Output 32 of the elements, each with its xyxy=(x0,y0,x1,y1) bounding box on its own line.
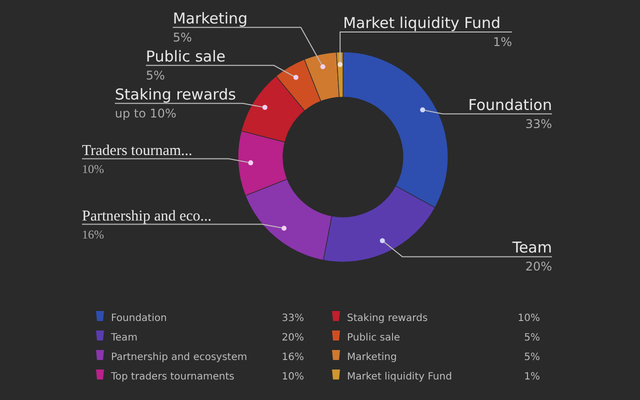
data-label: 33% xyxy=(525,116,552,131)
legend-label: Public sale xyxy=(347,332,400,344)
slice-label: Foundation xyxy=(468,96,552,114)
text: 16% xyxy=(282,352,304,363)
text: Traders tournam... xyxy=(82,142,192,159)
legend-label: Foundation xyxy=(111,313,167,324)
data-label: up to 10% xyxy=(114,106,176,120)
slice-label: Marketing xyxy=(172,9,248,28)
text: 33% xyxy=(282,313,304,324)
legend-label: Staking rewards xyxy=(347,313,428,324)
data-label: 5% xyxy=(146,68,165,82)
legend-label: Marketing xyxy=(347,352,397,363)
data-label: 20% xyxy=(525,260,552,274)
text: 5% xyxy=(524,352,540,363)
text: 10% xyxy=(282,372,304,382)
data-label: 16% xyxy=(82,227,104,242)
slice-label: Team xyxy=(511,238,552,257)
text: 5% xyxy=(524,332,540,344)
slice-label: Staking rewards xyxy=(114,85,236,104)
legend-label: Partnership and ecosystem xyxy=(111,352,248,363)
legend-label: Market liquidity Fund xyxy=(347,372,452,382)
text: 20% xyxy=(282,332,304,344)
data-label: 10% xyxy=(82,162,104,176)
slice-label: Market liquidity Fund xyxy=(343,14,501,32)
legend-label: Top traders tournaments xyxy=(110,372,234,382)
text: Partnership and eco... xyxy=(82,208,212,224)
text: 1% xyxy=(524,372,540,382)
legend-label: Team xyxy=(110,332,138,344)
data-label: 1% xyxy=(492,35,512,49)
slice-label: Public sale xyxy=(146,47,226,66)
data-label: 5% xyxy=(172,30,192,44)
text: 10% xyxy=(518,313,540,324)
